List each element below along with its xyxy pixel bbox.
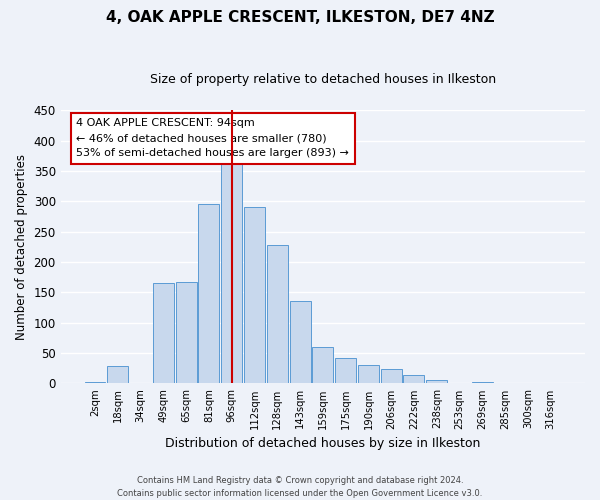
Bar xyxy=(426,380,447,384)
Bar xyxy=(85,382,106,384)
Bar xyxy=(153,284,174,384)
Text: 4 OAK APPLE CRESCENT: 94sqm
← 46% of detached houses are smaller (780)
53% of se: 4 OAK APPLE CRESCENT: 94sqm ← 46% of det… xyxy=(76,118,349,158)
Bar xyxy=(221,159,242,384)
Title: Size of property relative to detached houses in Ilkeston: Size of property relative to detached ho… xyxy=(150,72,496,86)
Bar xyxy=(290,302,311,384)
Bar xyxy=(176,282,197,384)
Bar xyxy=(449,383,470,384)
Bar xyxy=(381,369,401,384)
Bar xyxy=(313,347,334,384)
Bar xyxy=(244,208,265,384)
Bar xyxy=(335,358,356,384)
Bar xyxy=(107,366,128,384)
Bar xyxy=(267,245,288,384)
Bar xyxy=(403,375,424,384)
Bar xyxy=(540,383,561,384)
X-axis label: Distribution of detached houses by size in Ilkeston: Distribution of detached houses by size … xyxy=(165,437,481,450)
Bar xyxy=(472,382,493,384)
Bar xyxy=(199,204,220,384)
Text: Contains HM Land Registry data © Crown copyright and database right 2024.
Contai: Contains HM Land Registry data © Crown c… xyxy=(118,476,482,498)
Bar xyxy=(358,365,379,384)
Text: 4, OAK APPLE CRESCENT, ILKESTON, DE7 4NZ: 4, OAK APPLE CRESCENT, ILKESTON, DE7 4NZ xyxy=(106,10,494,25)
Bar xyxy=(517,383,538,384)
Y-axis label: Number of detached properties: Number of detached properties xyxy=(15,154,28,340)
